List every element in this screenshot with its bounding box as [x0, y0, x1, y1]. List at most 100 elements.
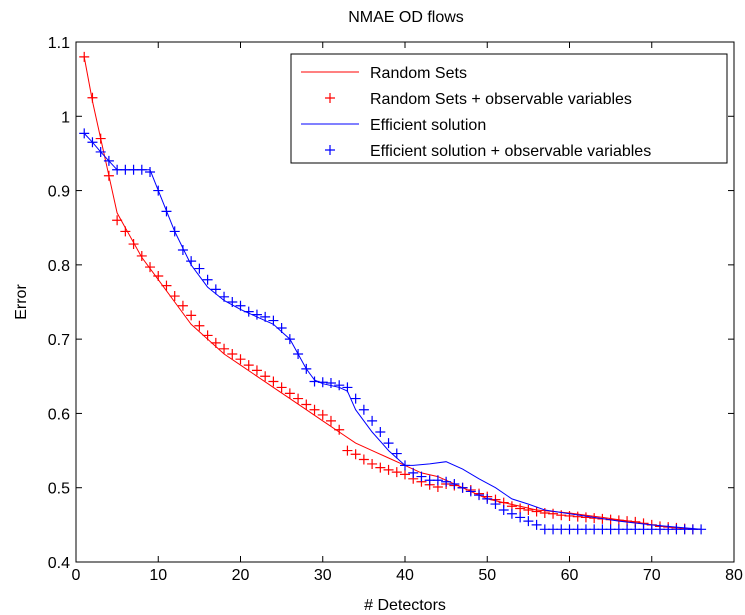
data-point [350, 393, 361, 404]
data-point [416, 471, 427, 482]
legend-label: Efficient solution [370, 117, 486, 134]
series-3 [79, 128, 707, 535]
data-point [449, 479, 460, 489]
data-point [268, 376, 279, 387]
y-tick-label: 0.7 [48, 332, 70, 349]
axes-layer: 0 10 20 30 40 50 60 70 80 0.4 0.5 0.6 0.7 0.8 0.9 1 1.1 [48, 35, 743, 584]
data-point [506, 508, 517, 519]
data-point [210, 284, 221, 295]
x-tick-label: 50 [478, 567, 496, 584]
data-point [260, 371, 271, 382]
data-point [580, 512, 591, 523]
data-point [358, 404, 369, 415]
data-point [490, 499, 501, 510]
data-point [268, 315, 279, 326]
chart-title: NMAE OD flows [348, 9, 464, 26]
data-point [515, 512, 526, 523]
x-tick-label: 30 [314, 567, 332, 584]
legend-label: Efficient solution + observable variable… [370, 143, 651, 160]
data-point [112, 215, 123, 226]
data-point [284, 388, 295, 399]
x-tick-label: 20 [232, 567, 250, 584]
data-point [441, 476, 452, 487]
data-point [128, 239, 139, 250]
data-point [334, 424, 345, 435]
data-point [136, 164, 147, 175]
data-point [194, 320, 205, 331]
data-point [219, 291, 230, 302]
x-tick-label: 60 [561, 567, 579, 584]
data-point [548, 508, 559, 519]
y-tick-label: 0.6 [48, 406, 70, 423]
data-point [161, 280, 172, 291]
data-point [202, 330, 213, 341]
data-point [523, 505, 534, 515]
y-tick-label: 0.5 [48, 481, 70, 498]
data-point [145, 262, 156, 273]
x-tick-label: 0 [72, 567, 81, 584]
data-point [375, 462, 386, 473]
data-point [498, 505, 509, 515]
data-point [276, 323, 287, 333]
data-point [276, 382, 287, 393]
data-point [572, 511, 583, 522]
data-point [260, 311, 271, 322]
data-point [358, 454, 369, 465]
data-point [235, 354, 246, 365]
data-point [325, 377, 336, 388]
data-point [95, 146, 106, 157]
data-point [400, 469, 410, 480]
data-point [87, 137, 98, 148]
series-1 [79, 51, 698, 535]
data-point [227, 349, 238, 359]
data-point [243, 306, 254, 317]
data-point [235, 300, 246, 311]
data-point [177, 245, 188, 255]
data-point [515, 503, 526, 514]
data-point [465, 486, 476, 497]
series-layer [79, 51, 707, 535]
data-point [169, 226, 180, 237]
data-point [564, 510, 575, 521]
data-point [210, 337, 221, 348]
data-point [391, 448, 402, 459]
y-tick-label: 0.4 [48, 555, 70, 572]
data-point [293, 349, 304, 359]
data-point [153, 185, 164, 196]
data-point [103, 155, 114, 166]
data-point [367, 415, 378, 426]
y-tick-label: 0.8 [48, 258, 70, 275]
data-point [391, 467, 402, 478]
data-point [251, 365, 262, 376]
data-point [375, 427, 386, 437]
data-point [251, 309, 262, 320]
data-point [95, 133, 106, 144]
x-tick-label: 10 [149, 567, 167, 584]
x-tick-label: 70 [643, 567, 661, 584]
data-point [186, 256, 197, 267]
data-point [243, 360, 254, 371]
data-point [457, 482, 468, 493]
data-point [383, 438, 394, 449]
data-point [79, 128, 90, 139]
data-point [482, 493, 493, 504]
data-point [301, 399, 312, 410]
data-point [136, 250, 147, 261]
data-point [325, 415, 336, 426]
data-point [79, 51, 90, 62]
data-point [334, 380, 345, 391]
data-point [342, 382, 353, 393]
data-point [177, 300, 188, 311]
data-point [317, 377, 328, 388]
series-0 [83, 56, 702, 530]
data-point [169, 291, 180, 302]
data-point [103, 170, 114, 181]
data-point [350, 449, 361, 460]
data-point [153, 271, 164, 281]
data-point [400, 460, 410, 471]
data-point [556, 510, 567, 521]
y-tick-label: 0.9 [48, 184, 70, 201]
data-point [301, 363, 312, 374]
data-point [284, 334, 295, 345]
